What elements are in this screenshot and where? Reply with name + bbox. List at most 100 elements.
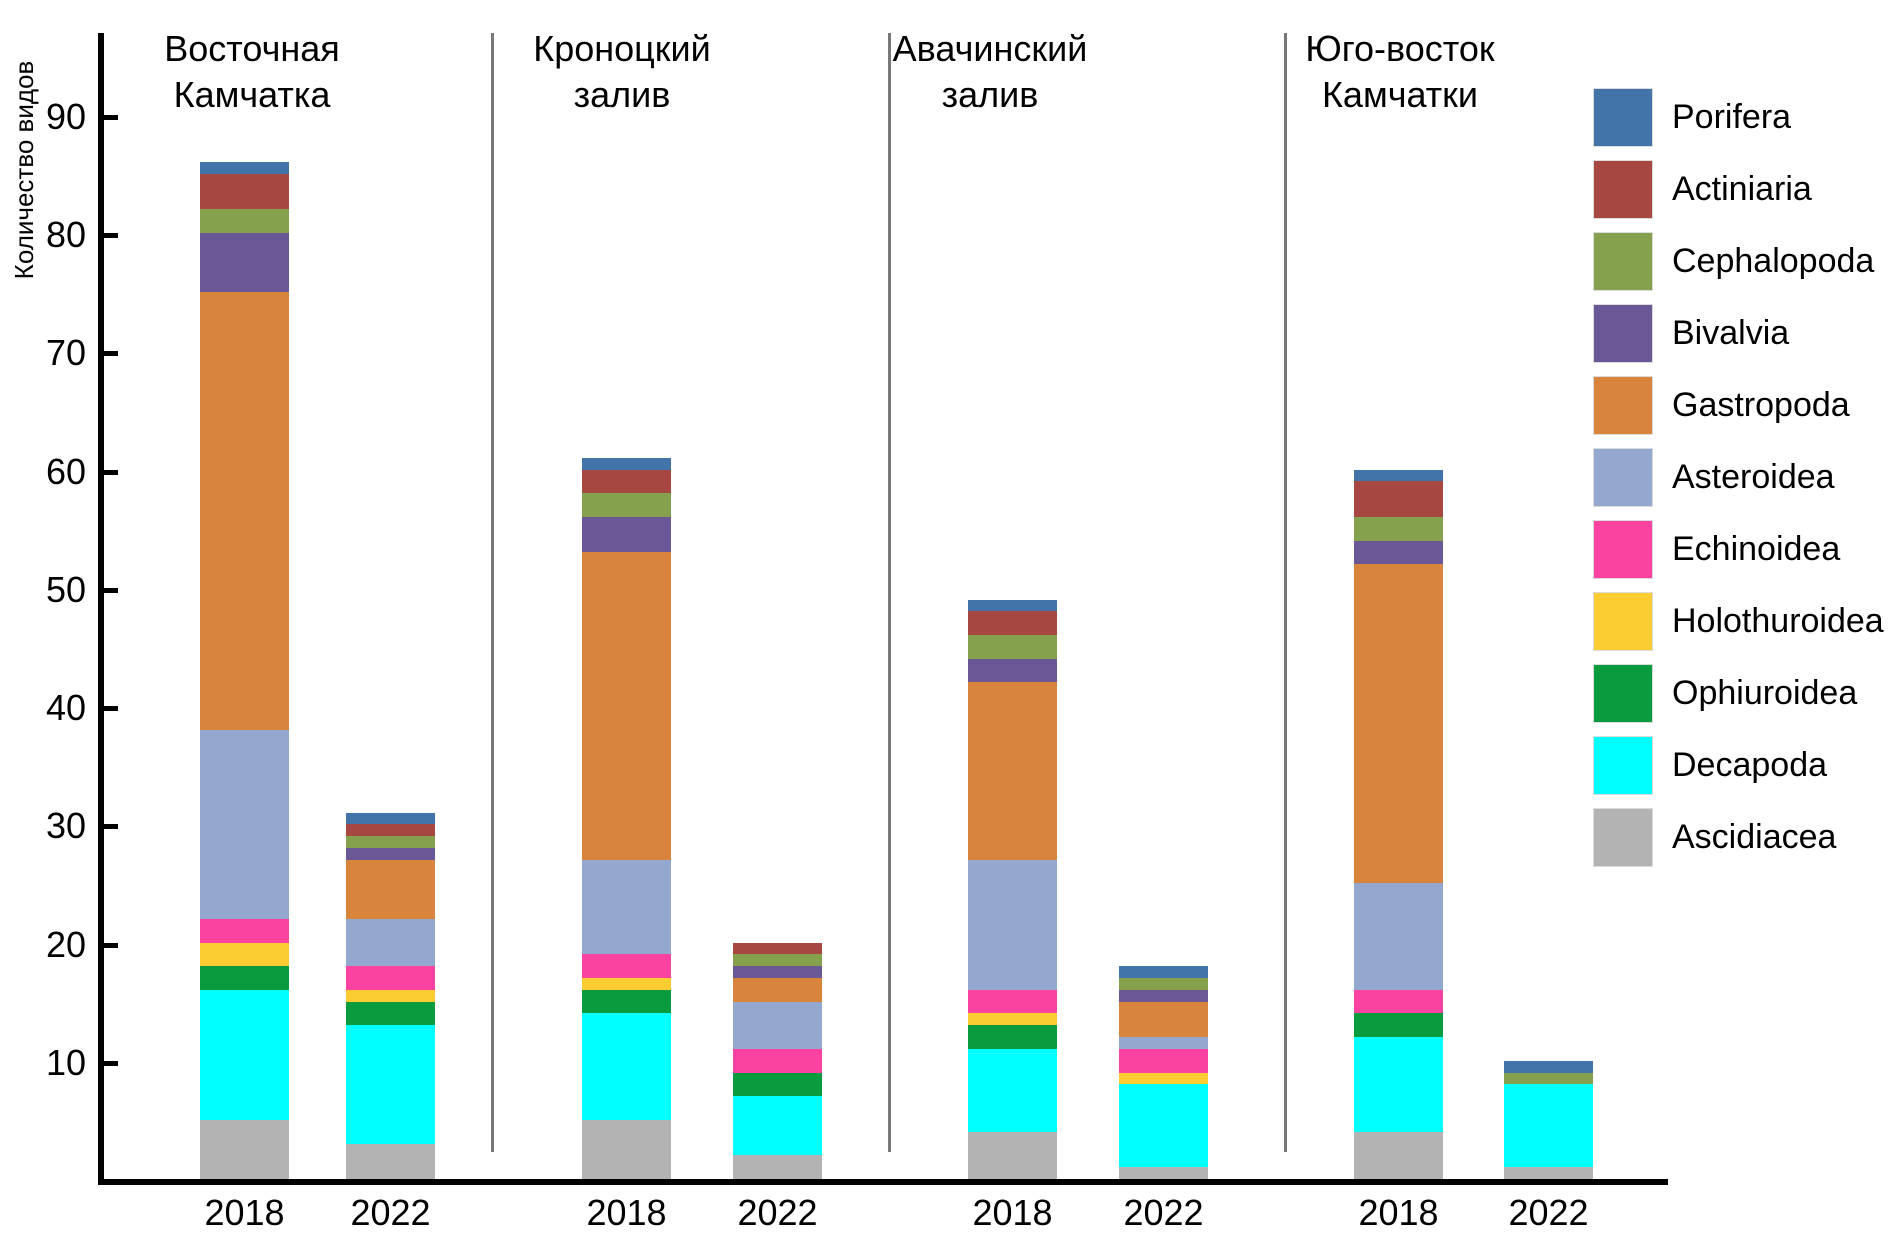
legend-swatch (1593, 520, 1653, 579)
bar-segment-asteroidea (582, 859, 671, 955)
bar-segment-asteroidea (1354, 883, 1443, 990)
y-tick-label: 20 (45, 923, 86, 965)
stacked-bar-2022 (733, 942, 822, 1179)
bar-segment-cephalopoda (346, 836, 435, 848)
legend-label: Actiniaria (1672, 170, 1812, 208)
legend-label: Decapoda (1672, 746, 1828, 784)
legend-item-decapoda: Decapoda (1593, 736, 1884, 795)
y-tick-label: 10 (45, 1041, 86, 1083)
y-tick-mark (104, 824, 118, 830)
legend: Porifera Actiniaria Cephalopoda Bivalvia Gas… (1593, 88, 1884, 867)
y-tick-mark (104, 233, 118, 238)
stacked-bar-2018 (200, 162, 289, 1179)
bar-segment-asteroidea (733, 1001, 822, 1049)
bar-segment-ascidiacea (1354, 1131, 1443, 1179)
legend-item-cephalopoda: Cephalopoda (1593, 232, 1884, 291)
y-tick-mark (104, 942, 118, 948)
group-title-line: Камчатка (173, 74, 331, 115)
bar-segment-actiniaria (346, 824, 435, 837)
legend-swatch (1593, 304, 1653, 363)
legend-item-ophiuroidea: Ophiuroidea (1593, 664, 1884, 723)
bar-segment-echinoidea (733, 1048, 822, 1073)
group-title-line: залив (573, 74, 671, 115)
bar-segment-gastropoda (968, 682, 1057, 860)
y-tick-mark (104, 351, 118, 357)
bar-segment-decapoda (1504, 1084, 1593, 1168)
bar-segment-ophiuroidea (1354, 1013, 1443, 1038)
bar-segment-holothuroidea (582, 978, 671, 990)
group-title-line: Кроноцкий (533, 28, 711, 69)
bar-segment-echinoidea (1119, 1048, 1208, 1073)
bar-segment-cephalopoda (200, 209, 289, 234)
bar-segment-gastropoda (200, 292, 289, 730)
bar-segment-cephalopoda (1504, 1072, 1593, 1085)
legend-label: Echinoidea (1672, 530, 1841, 568)
y-tick-mark (104, 1060, 118, 1066)
group-separator-line (491, 33, 494, 1152)
y-tick-mark (104, 587, 118, 593)
y-tick-label: 30 (45, 805, 86, 847)
bar-segment-ascidiacea (733, 1155, 822, 1179)
legend-swatch (1593, 160, 1653, 219)
legend-label: Gastropoda (1672, 386, 1850, 424)
legend-swatch (1593, 232, 1653, 291)
group-title: Юго-восток Камчатки (1230, 26, 1570, 118)
bar-segment-ophiuroidea (346, 1001, 435, 1026)
stacked-bar-2018 (1354, 469, 1443, 1179)
bar-segment-cephalopoda (1119, 978, 1208, 990)
stacked-bar-2022 (1504, 1060, 1593, 1179)
bar-segment-ascidiacea (200, 1119, 289, 1179)
bar-segment-echinoidea (346, 966, 435, 990)
x-axis-year-label: 2018 (1358, 1192, 1439, 1233)
x-axis-year-label: 2018 (204, 1192, 285, 1233)
bar-segment-bivalvia (1119, 989, 1208, 1002)
bar-segment-echinoidea (200, 918, 289, 943)
bar-segment-asteroidea (1119, 1037, 1208, 1049)
bar-segment-asteroidea (968, 859, 1057, 990)
bar-segment-echinoidea (1354, 989, 1443, 1014)
legend-item-gastropoda: Gastropoda (1593, 376, 1884, 435)
bar-segment-decapoda (346, 1025, 435, 1144)
legend-label: Asteroidea (1672, 458, 1835, 496)
bar-segment-ophiuroidea (733, 1072, 822, 1097)
bar-segment-decapoda (582, 1013, 671, 1120)
x-axis-line (98, 1179, 1668, 1185)
group-title-line: залив (941, 74, 1039, 115)
legend-item-holothuroidea: Holothuroidea (1593, 592, 1884, 651)
bar-segment-asteroidea (346, 918, 435, 967)
bar-segment-gastropoda (733, 978, 822, 1002)
bar-segment-cephalopoda (582, 493, 671, 517)
legend-label: Holothuroidea (1672, 602, 1884, 640)
bar-segment-decapoda (1354, 1037, 1443, 1132)
x-axis-year-label: 2022 (1123, 1192, 1204, 1233)
y-tick-label: 80 (45, 214, 86, 255)
bar-segment-porifera (200, 162, 289, 174)
bar-segment-porifera (1119, 966, 1208, 979)
bar-segment-actiniaria (1354, 481, 1443, 517)
x-axis-year-label: 2018 (972, 1192, 1053, 1233)
bar-segment-ophiuroidea (200, 966, 289, 990)
bar-segment-bivalvia (582, 516, 671, 553)
bar-segment-ophiuroidea (968, 1025, 1057, 1049)
y-tick-mark (104, 706, 118, 711)
bar-segment-porifera (968, 599, 1057, 612)
group-title: Кроноцкий залив (452, 26, 792, 118)
legend-item-ascidiacea: Ascidiacea (1593, 808, 1884, 867)
x-axis-year-label: 2022 (350, 1192, 431, 1233)
bar-segment-bivalvia (200, 233, 289, 293)
legend-swatch (1593, 592, 1653, 651)
bar-segment-actiniaria (968, 611, 1057, 636)
y-tick-mark (104, 114, 118, 120)
legend-item-asteroidea: Asteroidea (1593, 448, 1884, 507)
bar-segment-actiniaria (582, 469, 671, 494)
legend-item-echinoidea: Echinoidea (1593, 520, 1884, 579)
bar-segment-ascidiacea (1119, 1167, 1208, 1179)
bar-segment-ascidiacea (346, 1143, 435, 1179)
bar-segment-ascidiacea (968, 1131, 1057, 1179)
legend-label: Porifera (1672, 98, 1792, 136)
bar-segment-gastropoda (582, 552, 671, 860)
bar-segment-holothuroidea (968, 1013, 1057, 1026)
y-tick-label: 70 (45, 332, 86, 374)
legend-item-actiniaria: Actiniaria (1593, 160, 1884, 219)
legend-item-bivalvia: Bivalvia (1593, 304, 1884, 363)
